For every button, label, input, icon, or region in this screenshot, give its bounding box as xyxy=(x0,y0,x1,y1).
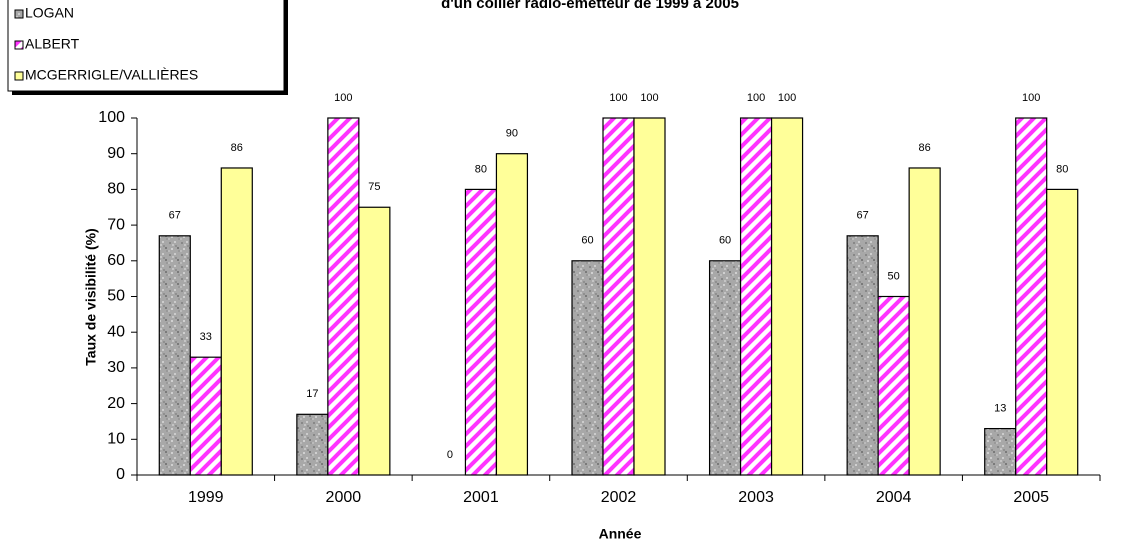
y-tick-label: 50 xyxy=(107,288,125,305)
value-label: 86 xyxy=(919,142,931,154)
bar xyxy=(1046,188,1079,476)
y-tick-label: 20 xyxy=(107,395,125,412)
x-tick-label: 2000 xyxy=(326,489,362,506)
bar xyxy=(633,117,666,476)
legend-marker xyxy=(14,9,24,19)
value-label: 0 xyxy=(447,449,453,461)
x-axis-title: Année xyxy=(599,526,642,542)
bar xyxy=(464,188,498,476)
legend-marker xyxy=(14,71,24,81)
bar xyxy=(358,206,391,476)
x-tick-label: 2001 xyxy=(463,489,499,506)
y-tick-label: 90 xyxy=(107,145,125,162)
value-label: 50 xyxy=(888,270,900,282)
bar xyxy=(495,153,529,476)
value-label: 75 xyxy=(368,181,380,193)
legend-label: LOGAN xyxy=(25,5,74,21)
bar xyxy=(1015,117,1048,476)
x-tick-label: 2004 xyxy=(876,489,912,506)
y-tick-label: 80 xyxy=(107,181,125,198)
value-label: 13 xyxy=(994,402,1006,414)
value-label: 60 xyxy=(581,235,593,247)
x-tick-label: 1999 xyxy=(188,489,224,506)
value-label: 67 xyxy=(857,210,869,222)
bar xyxy=(708,260,742,476)
bar xyxy=(189,356,222,476)
legend-label: MCGERRIGLE/VALLIÈRES xyxy=(25,67,198,83)
bar xyxy=(908,167,941,476)
value-label: 33 xyxy=(200,331,212,343)
value-label: 80 xyxy=(1056,163,1068,175)
y-tick-label: 70 xyxy=(107,216,125,233)
value-label: 100 xyxy=(1022,92,1040,104)
y-tick-label: 10 xyxy=(107,431,125,448)
value-label: 100 xyxy=(747,92,765,104)
legend-label: ALBERT xyxy=(25,36,80,52)
legend-marker xyxy=(14,40,24,50)
value-label: 67 xyxy=(169,210,181,222)
value-label: 80 xyxy=(475,163,487,175)
bar xyxy=(158,235,191,476)
y-tick-label: 100 xyxy=(98,109,125,126)
value-label: 90 xyxy=(506,128,518,140)
bar xyxy=(571,260,604,476)
bar xyxy=(770,117,804,476)
y-axis-title: Taux de visibilité (%) xyxy=(83,228,99,365)
bar xyxy=(602,117,635,476)
x-tick-label: 2005 xyxy=(1013,489,1049,506)
y-tick-label: 0 xyxy=(116,466,125,483)
x-tick-label: 2003 xyxy=(738,489,774,506)
value-label: 100 xyxy=(334,92,352,104)
bar xyxy=(739,117,773,476)
x-tick-label: 2002 xyxy=(601,489,637,506)
chart-title: d'un collier radio-émetteur de 1999 à 20… xyxy=(441,0,739,12)
value-label: 100 xyxy=(609,92,627,104)
bar xyxy=(846,235,879,476)
y-tick-label: 60 xyxy=(107,252,125,269)
bar xyxy=(327,117,360,476)
value-label: 100 xyxy=(640,92,658,104)
y-tick-label: 40 xyxy=(107,323,125,340)
bar xyxy=(877,295,910,476)
bar xyxy=(984,427,1017,476)
bar xyxy=(220,167,253,476)
bar xyxy=(296,413,329,476)
y-tick-label: 30 xyxy=(107,359,125,376)
legend: LOGAN ALBERT MCGERRIGLE/VALLIÈRES xyxy=(7,0,288,95)
legend-box xyxy=(7,0,285,92)
value-label: 60 xyxy=(719,235,731,247)
value-label: 17 xyxy=(306,388,318,400)
value-label: 86 xyxy=(231,142,243,154)
value-label: 100 xyxy=(778,92,796,104)
